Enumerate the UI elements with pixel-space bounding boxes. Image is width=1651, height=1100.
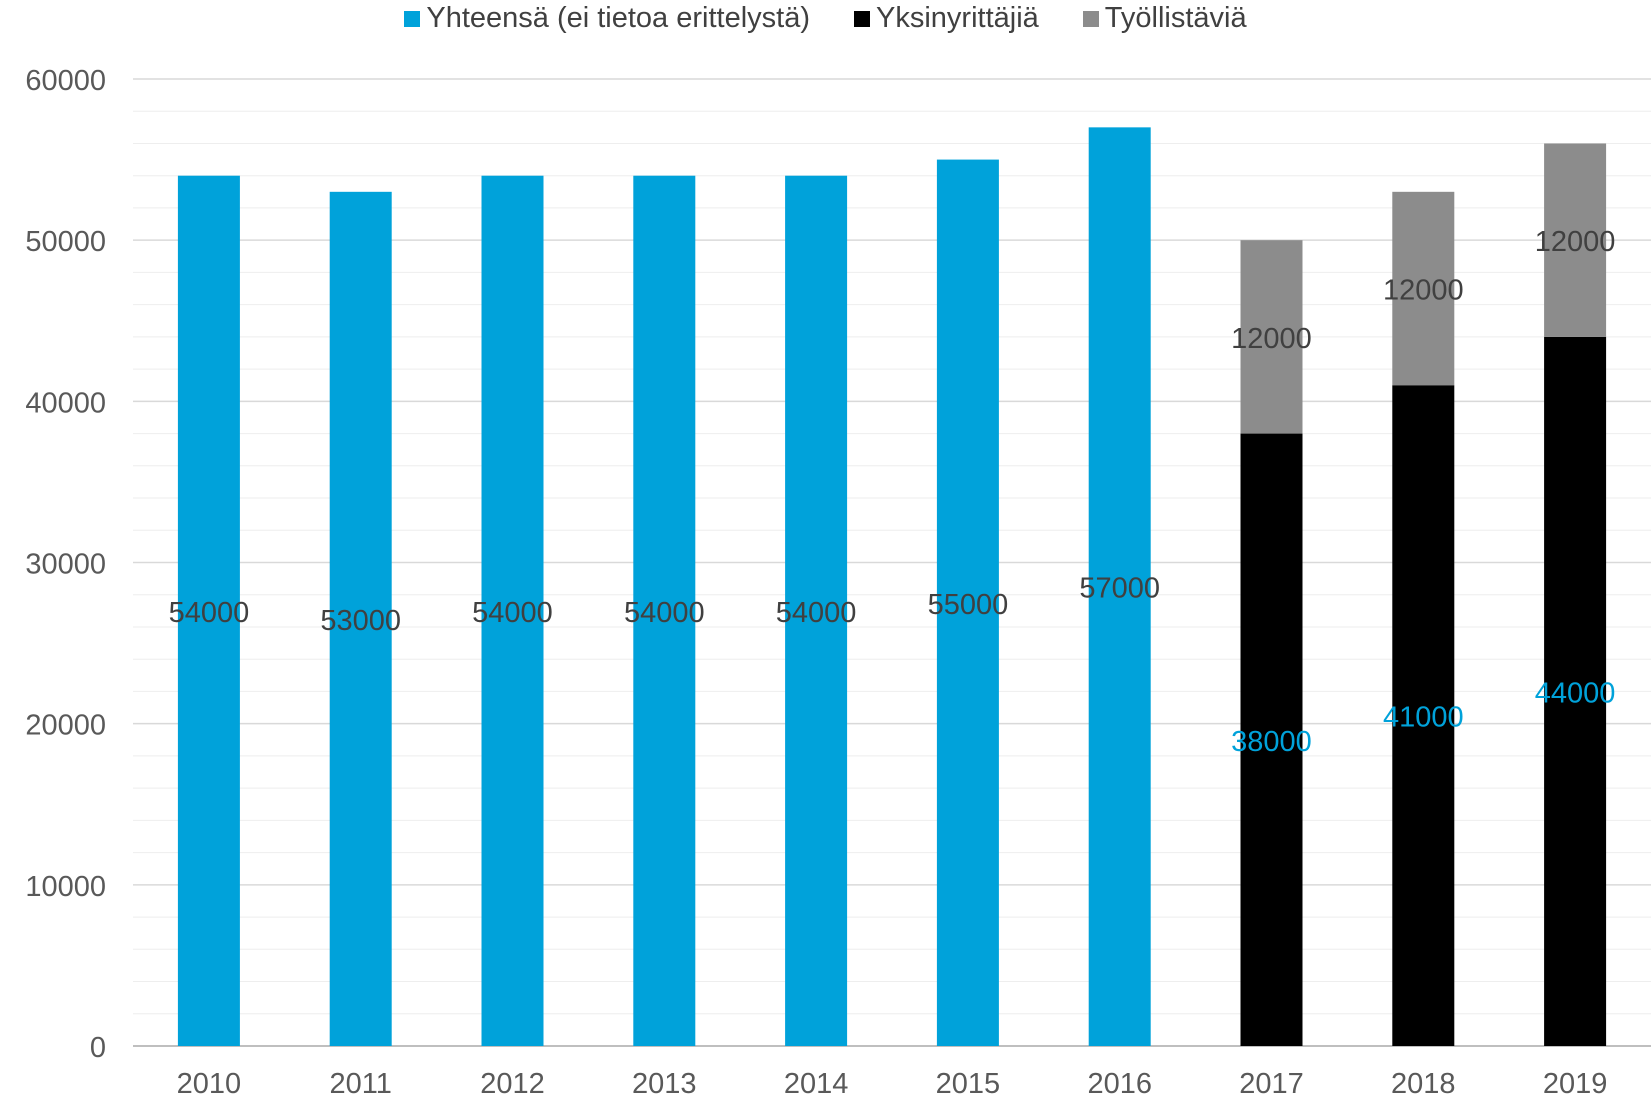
y-tick-label: 50000 xyxy=(25,226,106,258)
legend-item-sole: Yksinyrittäjiä xyxy=(854,2,1039,35)
data-label: 54000 xyxy=(472,597,553,629)
bar-2013-series-0 xyxy=(633,175,696,1046)
y-tick-label: 60000 xyxy=(25,65,106,97)
legend-swatch-employing xyxy=(1082,10,1099,27)
bar-2019-series-2 xyxy=(1544,143,1607,337)
data-label: 38000 xyxy=(1231,726,1312,758)
bar-2017-series-1 xyxy=(1240,433,1303,1047)
data-label: 55000 xyxy=(928,589,1009,621)
data-label: 54000 xyxy=(624,597,705,629)
x-tick-label: 2012 xyxy=(480,1068,545,1100)
legend-label-sole: Yksinyrittäjiä xyxy=(876,2,1039,34)
x-tick-label: 2016 xyxy=(1087,1068,1152,1100)
x-tick-label: 2013 xyxy=(632,1068,697,1100)
data-label: 54000 xyxy=(776,597,857,629)
x-tick-label: 2010 xyxy=(177,1068,242,1100)
bar-2014-series-0 xyxy=(785,175,848,1046)
bar-2018-series-2 xyxy=(1392,191,1455,386)
legend-label-employing: Työllistäviä xyxy=(1104,2,1247,34)
x-tick-label: 2018 xyxy=(1391,1068,1456,1100)
data-label: 44000 xyxy=(1535,677,1616,709)
data-label: 53000 xyxy=(320,605,401,637)
data-label: 41000 xyxy=(1383,702,1464,734)
x-tick-label: 2015 xyxy=(936,1068,1001,1100)
legend-item-employing: Työllistäviä xyxy=(1082,2,1247,35)
legend-label-total: Yhteensä (ei tietoa erittelystä) xyxy=(426,2,811,34)
bar-2018-series-1 xyxy=(1392,385,1455,1046)
bar-2010-series-0 xyxy=(177,175,240,1046)
legend-swatch-total xyxy=(404,10,421,27)
data-label: 12000 xyxy=(1535,226,1616,258)
data-label: 54000 xyxy=(169,597,250,629)
x-tick-label: 2011 xyxy=(330,1068,392,1100)
y-tick-label: 40000 xyxy=(25,387,106,419)
data-label: 12000 xyxy=(1231,323,1312,355)
data-label: 12000 xyxy=(1383,275,1464,307)
legend-swatch-sole xyxy=(854,10,871,27)
y-tick-label: 30000 xyxy=(25,549,106,581)
chart-legend: Yhteensä (ei tietoa erittelystä) Yksinyr… xyxy=(0,2,1651,35)
y-tick-label: 10000 xyxy=(25,871,106,903)
bar-2019-series-1 xyxy=(1544,336,1607,1046)
x-tick-label: 2017 xyxy=(1239,1068,1304,1100)
bar-2016-series-0 xyxy=(1088,127,1151,1047)
legend-item-total: Yhteensä (ei tietoa erittelystä) xyxy=(404,2,810,35)
bar-2015-series-0 xyxy=(936,159,999,1047)
bar-2012-series-0 xyxy=(481,175,544,1046)
bar-2017-series-2 xyxy=(1240,240,1303,434)
y-tick-label: 0 xyxy=(90,1032,106,1064)
data-label: 57000 xyxy=(1079,573,1160,605)
bar-2011-series-0 xyxy=(329,191,392,1047)
x-tick-label: 2019 xyxy=(1543,1068,1608,1100)
x-tick-label: 2014 xyxy=(784,1068,849,1100)
y-tick-label: 20000 xyxy=(25,710,106,742)
